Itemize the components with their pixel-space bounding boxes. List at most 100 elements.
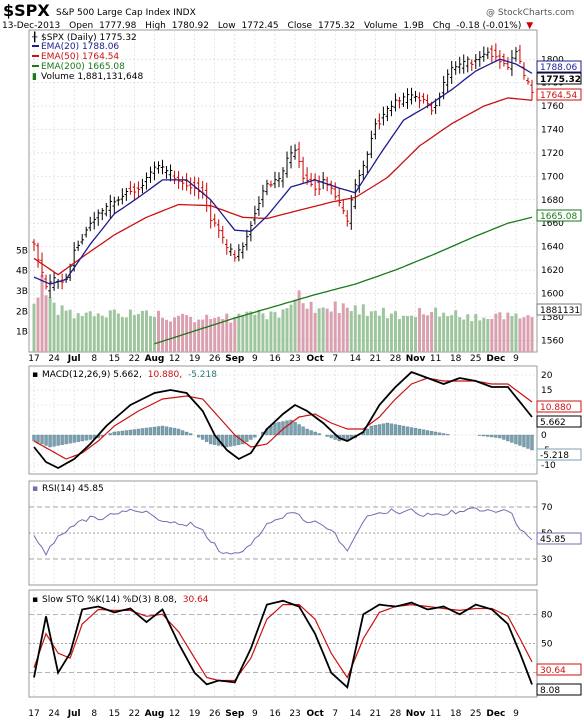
x-tick-label: 21 (370, 709, 381, 719)
ohlc-bar (40, 252, 44, 278)
macd-hist-bar (160, 425, 165, 436)
volume-bar (410, 315, 414, 352)
macd-hist-bar (345, 434, 349, 440)
ohlc-bar (345, 210, 350, 227)
volume-bar (152, 316, 156, 352)
volume-bar (96, 313, 100, 352)
volume-bar (422, 314, 426, 352)
index-name: S&P 500 Large Cap Index INDX (56, 8, 196, 18)
x-tick-label: 23 (289, 709, 300, 719)
x-tick-label: Jul (67, 354, 81, 364)
macd-hist-bar (132, 429, 137, 436)
volume-bar (446, 316, 450, 352)
sto-d-last-tag: 30.64 (540, 666, 566, 676)
chg-down-arrow-icon: ▼ (526, 21, 533, 31)
macd-hist-bar (397, 425, 402, 436)
volume-bar (209, 318, 213, 352)
volume-bar (281, 309, 285, 352)
macd-hist-bar (72, 434, 76, 443)
low-value: 1772.45 (241, 21, 278, 31)
volume-bar (450, 315, 454, 352)
volume-bar (108, 310, 112, 352)
ohlc-bar (224, 239, 229, 255)
volume-bar (430, 312, 434, 352)
ohlc-bar (36, 242, 40, 268)
volume-bar (193, 322, 197, 352)
ema20-last-tag: 1788.06 (540, 63, 577, 73)
volume-bar (229, 322, 233, 352)
volume-bar (161, 317, 165, 352)
macd-hist-bar (301, 426, 305, 436)
ohlc-bar (237, 244, 241, 262)
volume-bar (345, 307, 349, 352)
volume-bar (393, 311, 397, 352)
volume-bar (48, 297, 52, 352)
rsi-last-tag: 45.85 (540, 535, 566, 545)
ohlc-bar (160, 159, 165, 175)
volume-bar (309, 301, 313, 352)
volume-bar (165, 319, 169, 352)
close-value: 1775.32 (318, 21, 355, 31)
volume-bar (401, 315, 405, 352)
volume-bar (136, 314, 140, 352)
ohlc-bar (514, 47, 518, 62)
ohlc-bar (469, 59, 474, 71)
volume-bar (490, 318, 494, 352)
quote-line: 13-Dec-2013 Open 1777.98 High 1780.92 Lo… (2, 21, 533, 31)
ema200-line (154, 216, 533, 345)
legend-ema200: EMA(200) 1665.08 (41, 62, 125, 72)
symbol-title: $SPX (3, 1, 50, 20)
macd-hist-bar (526, 434, 530, 449)
macd-legend: ▪ MACD(12,26,9) 5.662, 10.880, -5.218 10… (32, 370, 582, 461)
ohlc-bar (140, 178, 145, 194)
macd-hist-bar (156, 426, 161, 436)
x-tick-label: 7 (332, 709, 338, 719)
ohlc-bar (233, 250, 237, 262)
y-tick-label: 1580 (541, 313, 564, 323)
x-tick-label: 9 (252, 709, 258, 719)
ohlc-bar (88, 216, 93, 232)
ema50-last-tag: 1764.54 (540, 91, 577, 101)
macd-hist-bar (329, 434, 333, 439)
hist-last-tag: -5.218 (540, 451, 569, 461)
ohlc-bar (377, 113, 382, 130)
volume-bar (349, 311, 353, 352)
x-tick-label: 17 (28, 354, 39, 364)
volume-bar (60, 305, 64, 352)
ohlc-bar (482, 46, 486, 62)
ohlc-bar (277, 172, 281, 188)
ohlc-bar (32, 239, 36, 251)
ohlc-bar (208, 200, 213, 229)
macd-hist-bar (136, 428, 141, 436)
ohlc-bar (128, 181, 133, 195)
macd-hist-bar (490, 434, 494, 438)
volume-bar (337, 313, 341, 352)
ohlc-bar (417, 92, 422, 109)
macd-hist-bar (253, 434, 257, 438)
volume-bar (438, 316, 442, 352)
x-tick-label: 26 (209, 709, 221, 719)
legend-rsi-icon: ▪ (32, 484, 38, 494)
ohlc-bar (477, 51, 482, 67)
x-tick-label: Oct (306, 709, 324, 719)
y-tick-label: 1660 (541, 219, 564, 229)
macd-hist-bar (317, 433, 321, 436)
y-tick-label: 1640 (541, 243, 564, 253)
volume-bar (289, 304, 293, 352)
volume-bar (518, 318, 522, 352)
legend-volume: Volume 1,881,131,648 (41, 72, 143, 82)
macd-hist-bar (152, 426, 157, 436)
y-tick-label: 1680 (541, 196, 564, 206)
svg-text:MACD(12,26,9) 5.662, 10.: MACD(12,26,9) 5.662, 10.880, -5.218 (42, 370, 217, 380)
ohlc-bar (172, 170, 177, 185)
ohlc-bar (104, 203, 109, 217)
gridlines (29, 30, 537, 697)
macd-hist-bar (385, 422, 390, 436)
ohlc-bar (465, 56, 470, 73)
x-tick-label: Dec (486, 709, 505, 719)
x-tick-label: 7 (332, 354, 338, 364)
sto-d-line (33, 603, 533, 682)
macd-hist-bar (237, 434, 241, 445)
macd-hist-bar (205, 434, 209, 442)
ohlc-bar (530, 79, 534, 101)
